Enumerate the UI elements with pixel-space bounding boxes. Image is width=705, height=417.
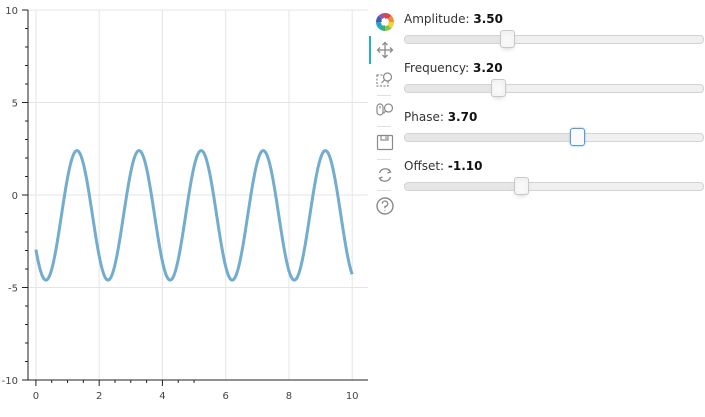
phase-label: Phase: xyxy=(404,110,448,124)
x-tick-label: 6 xyxy=(222,391,228,402)
x-tick-label: 0 xyxy=(33,391,39,402)
phase-value: 3.70 xyxy=(447,110,478,124)
x-tick-label: 8 xyxy=(286,391,292,402)
reset-icon[interactable] xyxy=(371,161,399,189)
amplitude-label: Amplitude: xyxy=(404,12,474,26)
frequency-slider: Frequency: 3.20 xyxy=(404,55,704,97)
offset-value: -1.10 xyxy=(447,159,483,173)
amplitude-slider: Amplitude: 3.50 xyxy=(404,6,704,48)
y-tick-label: 10 xyxy=(5,6,18,17)
y-tick-label: -10 xyxy=(2,376,18,387)
phase-slider-fill xyxy=(405,134,578,141)
x-tick-label: 2 xyxy=(96,391,102,402)
phase-slider: Phase: 3.70 xyxy=(404,104,704,146)
sine-line xyxy=(34,149,354,282)
bokeh-logo-icon[interactable] xyxy=(371,8,399,36)
y-tick-label: 5 xyxy=(12,99,18,110)
sine-plot[interactable]: -10 -5 0 5 10 0 2 4 6 8 10 xyxy=(0,0,370,417)
phase-slider-title: Phase: 3.70 xyxy=(404,110,477,124)
grid xyxy=(28,9,368,381)
save-icon[interactable] xyxy=(371,128,399,156)
toolbar-divider xyxy=(377,95,391,96)
toolbar-divider xyxy=(377,190,391,191)
amplitude-slider-track[interactable] xyxy=(404,35,704,44)
y-tick-label: 0 xyxy=(12,191,18,202)
frequency-slider-handle[interactable] xyxy=(491,79,507,97)
phase-slider-handle[interactable] xyxy=(570,128,586,146)
offset-slider: Offset: -1.10 xyxy=(404,153,704,195)
amplitude-slider-fill xyxy=(405,36,508,43)
offset-slider-handle[interactable] xyxy=(514,177,530,195)
box-zoom-icon[interactable] xyxy=(371,66,399,94)
offset-slider-track[interactable] xyxy=(404,182,704,191)
x-tick-label: 10 xyxy=(346,391,359,402)
pan-icon[interactable] xyxy=(371,36,399,64)
y-tick-label: -5 xyxy=(8,284,18,295)
offset-slider-fill xyxy=(405,183,522,190)
active-tool-indicator xyxy=(369,36,371,64)
frequency-label: Frequency: xyxy=(404,61,473,75)
toolbar-divider xyxy=(377,126,391,127)
x-tick-label: 4 xyxy=(159,391,165,402)
frequency-slider-track[interactable] xyxy=(404,84,704,93)
phase-slider-track[interactable] xyxy=(404,133,704,142)
offset-slider-title: Offset: -1.10 xyxy=(404,159,483,173)
offset-label: Offset: xyxy=(404,159,448,173)
frequency-value: 3.20 xyxy=(472,61,503,75)
help-icon[interactable] xyxy=(371,192,399,220)
wheel-zoom-icon[interactable] xyxy=(371,97,399,125)
amplitude-slider-handle[interactable] xyxy=(500,30,516,48)
series-line-layer xyxy=(34,149,354,282)
frequency-slider-fill xyxy=(405,85,499,92)
amplitude-slider-title: Amplitude: 3.50 xyxy=(404,12,503,26)
frequency-slider-title: Frequency: 3.20 xyxy=(404,61,503,75)
amplitude-value: 3.50 xyxy=(473,12,503,26)
toolbar-divider xyxy=(377,159,391,160)
axes: -10 -5 0 5 10 0 2 4 6 8 10 xyxy=(2,6,368,402)
